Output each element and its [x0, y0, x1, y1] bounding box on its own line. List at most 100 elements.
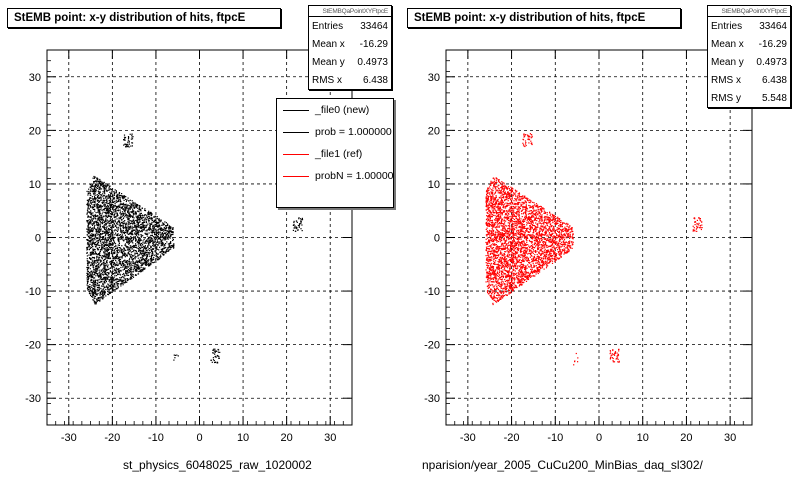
scatter-point	[536, 260, 538, 262]
scatter-point	[517, 237, 519, 239]
scatter-point	[127, 217, 129, 219]
scatter-point	[96, 177, 98, 179]
scatter-point	[99, 213, 101, 215]
scatter-point	[121, 281, 123, 283]
scatter-point	[155, 224, 157, 226]
scatter-point	[100, 242, 102, 244]
scatter-point	[109, 237, 111, 239]
scatter-point	[154, 244, 156, 246]
scatter-point	[94, 289, 96, 292]
scatter-point	[138, 247, 140, 249]
scatter-point	[118, 192, 120, 194]
scatter-point	[123, 279, 125, 281]
scatter-point	[513, 223, 515, 225]
scatter-point	[105, 286, 107, 288]
scatter-point	[98, 192, 100, 195]
scatter-point	[130, 138, 132, 140]
scatter-point	[124, 138, 126, 140]
scatter-point	[544, 241, 546, 243]
scatter-point	[94, 234, 97, 236]
scatter-point	[561, 228, 563, 231]
scatter-point	[113, 194, 115, 196]
scatter-point	[552, 228, 554, 230]
scatter-point	[97, 184, 99, 186]
scatter-point	[138, 234, 140, 236]
scatter-point	[130, 238, 132, 240]
scatter-point	[89, 222, 91, 224]
scatter-point	[153, 261, 156, 263]
scatter-point	[132, 220, 134, 222]
scatter-point	[130, 276, 132, 278]
scatter-point	[112, 279, 114, 281]
scatter-point	[122, 237, 124, 239]
scatter-point	[540, 215, 542, 217]
scatter-point	[96, 215, 98, 217]
scatter-point	[146, 215, 148, 217]
scatter-point	[118, 257, 120, 259]
scatter-point	[145, 220, 147, 222]
scatter-point	[128, 251, 130, 253]
scatter-point	[90, 258, 92, 260]
scatter-point	[101, 206, 103, 208]
scatter-point	[87, 268, 89, 270]
scatter-point	[94, 260, 96, 262]
scatter-point	[110, 234, 112, 236]
scatter-point	[102, 217, 104, 219]
scatter-point	[173, 354, 175, 356]
scatter-point	[130, 272, 132, 274]
scatter-point	[139, 207, 141, 209]
scatter-point	[94, 303, 96, 305]
scatter-point	[152, 258, 155, 260]
scatter-point	[157, 233, 159, 235]
scatter-point	[94, 204, 96, 206]
scatter-point	[120, 277, 122, 279]
scatter-point	[154, 240, 156, 242]
scatter-point	[109, 201, 112, 203]
scatter-point	[106, 255, 108, 257]
scatter-point	[116, 261, 118, 263]
scatter-point	[99, 294, 101, 296]
scatter-point	[90, 199, 92, 202]
scatter-point	[119, 256, 121, 258]
scatter-point	[125, 229, 127, 231]
legend-line-black	[283, 131, 309, 133]
scatter-point	[97, 285, 99, 287]
scatter-point	[109, 253, 111, 255]
scatter-point	[104, 228, 106, 230]
scatter-point	[109, 276, 111, 278]
scatter-point	[104, 270, 106, 272]
scatter-point	[487, 281, 489, 283]
scatter-point	[148, 220, 150, 222]
scatter-point	[502, 249, 504, 251]
scatter-point	[153, 248, 155, 250]
scatter-point	[119, 212, 121, 214]
scatter-point	[112, 261, 114, 263]
scatter-point	[127, 222, 129, 224]
scatter-point	[96, 258, 98, 261]
scatter-point	[131, 142, 133, 144]
scatter-point	[125, 208, 127, 211]
scatter-point	[120, 207, 122, 209]
scatter-point	[498, 225, 500, 227]
scatter-point	[97, 290, 99, 292]
scatter-point	[214, 348, 216, 350]
scatter-point	[97, 209, 99, 211]
scatter-point	[119, 270, 121, 272]
scatter-point	[159, 257, 161, 259]
scatter-point	[517, 249, 520, 251]
scatter-point	[520, 249, 522, 251]
scatter-point	[170, 246, 172, 249]
scatter-point	[93, 242, 95, 245]
scatter-point	[99, 233, 101, 235]
scatter-point	[149, 229, 151, 231]
scatter-point	[106, 184, 109, 186]
scatter-point	[104, 250, 106, 252]
scatter-point	[113, 283, 115, 285]
scatter-point	[158, 219, 160, 221]
scatter-point	[544, 225, 547, 227]
scatter-point	[524, 211, 526, 213]
scatter-point	[214, 350, 216, 352]
scatter-point	[107, 221, 109, 223]
scatter-point	[95, 262, 97, 264]
scatter-point	[86, 266, 88, 269]
